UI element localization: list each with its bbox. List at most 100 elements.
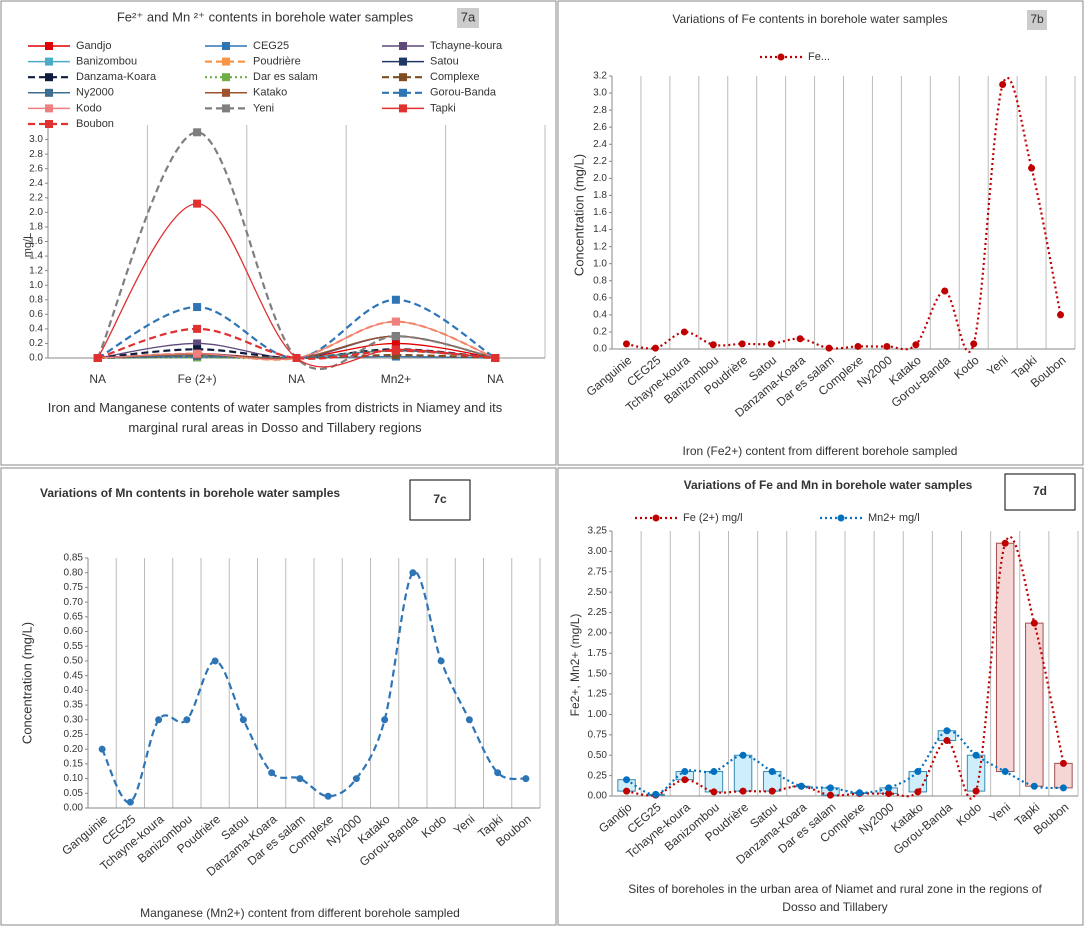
legend-label: Danzama-Koara xyxy=(76,71,157,83)
y-tick-label: 0.60 xyxy=(64,626,84,637)
y-tick-label: 1.50 xyxy=(588,668,608,679)
legend-marker xyxy=(399,57,407,66)
chart-title: Variations of Fe contents in borehole wa… xyxy=(672,12,947,26)
y-tick-label: 0.05 xyxy=(64,788,84,799)
panel-tag-bg xyxy=(1027,10,1047,30)
marker xyxy=(767,340,775,348)
marker xyxy=(211,657,219,665)
legend-label: Satou xyxy=(430,56,459,68)
marker xyxy=(796,335,804,343)
y-tick-label: 1.25 xyxy=(588,689,608,700)
marker xyxy=(885,790,893,798)
marker xyxy=(914,788,922,796)
series-line xyxy=(625,729,1064,796)
y-tick-label: 2.25 xyxy=(588,607,608,618)
panel-tag: 7c xyxy=(433,492,447,506)
y-axis-label: Concentration (mg/L) xyxy=(19,622,34,744)
marker xyxy=(93,354,102,362)
y-tick-label: 2.4 xyxy=(29,178,43,189)
panel-tag: 7b xyxy=(1030,12,1044,26)
y-tick-label: 0.4 xyxy=(593,310,607,321)
y-tick-label: 0.25 xyxy=(64,729,84,740)
y-tick-label: 3.25 xyxy=(588,526,608,537)
y-tick-label: 3.2 xyxy=(593,71,607,82)
y-tick-label: 0.40 xyxy=(64,685,84,696)
y-tick-label: 0.8 xyxy=(29,294,43,305)
legend-marker xyxy=(399,42,407,50)
y-tick-label: 0.2 xyxy=(593,327,607,338)
updown-bar xyxy=(966,754,986,792)
y-tick-label: 1.6 xyxy=(29,236,43,247)
y-tick-label: 2.2 xyxy=(593,156,607,167)
marker xyxy=(126,798,134,806)
legend-marker xyxy=(399,88,407,97)
y-tick-label: 0.75 xyxy=(588,729,608,740)
legend-label: Poudrière xyxy=(253,56,301,68)
marker xyxy=(797,782,805,790)
marker xyxy=(391,295,400,304)
chart-title: Variations of Fe and Mn in borehole wate… xyxy=(684,478,973,492)
y-tick-label: 1.0 xyxy=(593,258,607,269)
y-tick-label: 1.0 xyxy=(29,280,43,291)
marker xyxy=(437,657,445,665)
x-tick-label: NA xyxy=(487,372,504,386)
y-tick-label: 0.50 xyxy=(588,750,608,761)
marker xyxy=(1057,311,1065,319)
y-tick-label: 0.80 xyxy=(64,567,84,578)
y-tick-label: 2.6 xyxy=(29,163,43,174)
x-tick-label: Mn2+ xyxy=(381,372,411,386)
legend-label: Kodo xyxy=(76,102,102,114)
legend-label: Gorou-Banda xyxy=(430,87,497,99)
y-tick-label: 0.00 xyxy=(588,791,608,802)
x-axis-label: Manganese (Mn2+) content from different … xyxy=(140,906,460,920)
y-tick-label: 1.4 xyxy=(593,224,607,235)
marker xyxy=(491,354,500,362)
y-axis-label: Concentration (mg/L) xyxy=(571,154,586,276)
y-tick-label: 2.0 xyxy=(593,173,607,184)
y-tick-label: 0.35 xyxy=(64,700,84,711)
y-tick-label: 2.50 xyxy=(588,587,608,598)
panel-tag-box xyxy=(409,479,471,521)
marker xyxy=(352,775,360,783)
y-tick-label: 2.0 xyxy=(29,207,43,218)
legend-marker xyxy=(399,104,407,113)
marker xyxy=(391,317,400,326)
legend-marker xyxy=(837,514,845,522)
y-tick-label: 2.8 xyxy=(593,105,607,116)
x-tick-label: NA xyxy=(89,372,106,386)
x-axis-label: Iron and Manganese contents of water sam… xyxy=(47,400,503,435)
marker xyxy=(623,776,631,784)
legend-label: Boubon xyxy=(76,118,114,130)
panel-frame xyxy=(557,467,1084,926)
y-tick-label: 0.45 xyxy=(64,670,84,681)
marker xyxy=(183,716,191,724)
y-axis-label: Fe2+, Mn2+ (mg/L) xyxy=(568,614,582,717)
marker xyxy=(193,303,202,312)
y-tick-label: 0.25 xyxy=(588,770,608,781)
y-tick-label: 0.4 xyxy=(29,324,43,335)
legend-marker xyxy=(222,104,230,113)
y-tick-label: 0.0 xyxy=(593,344,607,355)
legend-label: Yeni xyxy=(253,102,274,114)
y-tick-label: 0.55 xyxy=(64,641,84,652)
y-tick-label: 0.6 xyxy=(593,292,607,303)
legend-label: Banizombou xyxy=(76,56,137,68)
marker xyxy=(972,751,980,759)
y-tick-label: 0.00 xyxy=(64,803,84,814)
updown-bar xyxy=(733,754,753,792)
marker xyxy=(1059,784,1067,792)
marker xyxy=(826,784,834,792)
panel-frame xyxy=(557,0,1084,466)
marker xyxy=(494,769,502,777)
panel-frame xyxy=(0,0,557,466)
marker xyxy=(912,341,920,349)
legend-label: Tchayne-koura xyxy=(430,40,503,52)
marker xyxy=(391,346,400,355)
marker xyxy=(972,787,980,795)
marker xyxy=(155,716,163,724)
y-tick-label: 0.50 xyxy=(64,656,84,667)
y-tick-label: 1.8 xyxy=(593,190,607,201)
y-tick-label: 0.30 xyxy=(64,714,84,725)
legend-label: Mn2+ mg/l xyxy=(868,512,920,524)
marker xyxy=(98,745,106,753)
